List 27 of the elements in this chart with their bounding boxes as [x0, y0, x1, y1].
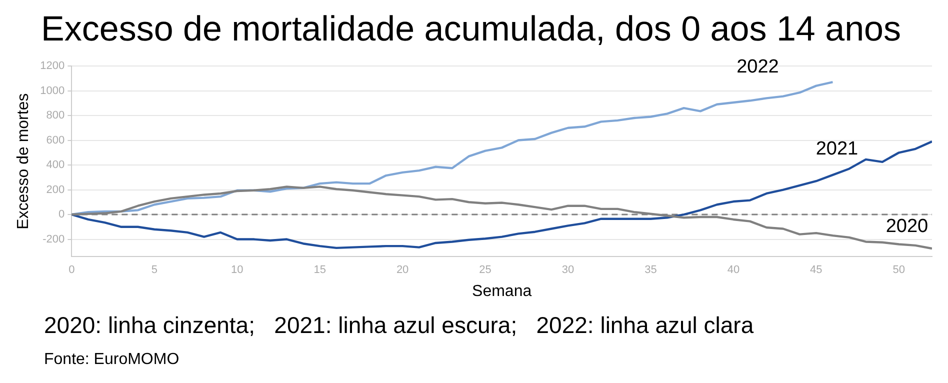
x-tick-label: 45 [810, 264, 822, 276]
y-tick-label: 600 [46, 134, 65, 146]
x-tick-label: 5 [151, 264, 158, 276]
x-tick-label: 10 [230, 264, 244, 276]
y-tick-label: 200 [46, 184, 65, 196]
y-tick-label: 1200 [40, 60, 65, 72]
x-tick-label: 25 [479, 264, 492, 276]
x-tick-label: 35 [644, 264, 657, 276]
y-tick-label: 800 [46, 110, 65, 122]
series-label: 2022 [736, 56, 779, 78]
x-axis-title: Semana [472, 282, 532, 300]
text: 2020: linha cinzenta; 2021: linha azul escura; 2022: linha azul clara [44, 312, 754, 339]
y-tick-label: 400 [46, 159, 65, 172]
x-tick-label: 30 [562, 264, 574, 276]
y-tick-label: -200 [42, 233, 65, 246]
y-axis-title: Excesso de mortes [15, 93, 32, 230]
x-tick-label: 50 [892, 264, 906, 276]
series-label: 2020 [886, 216, 928, 237]
x-tick-label: 15 [314, 264, 326, 276]
y-tick-label: 1000 [40, 84, 65, 97]
x-tick-label: 0 [68, 264, 75, 276]
x-tick-label: 40 [727, 264, 740, 276]
y-tick-label: 0 [58, 208, 65, 221]
source-note: Fonte: EuroMOMO [44, 351, 180, 369]
x-tick-label: 20 [396, 264, 409, 276]
series-label: 2021 [816, 138, 858, 160]
chart-title: Excesso de mortalidade acumulada, dos 0 aos 14 anos [41, 10, 901, 49]
